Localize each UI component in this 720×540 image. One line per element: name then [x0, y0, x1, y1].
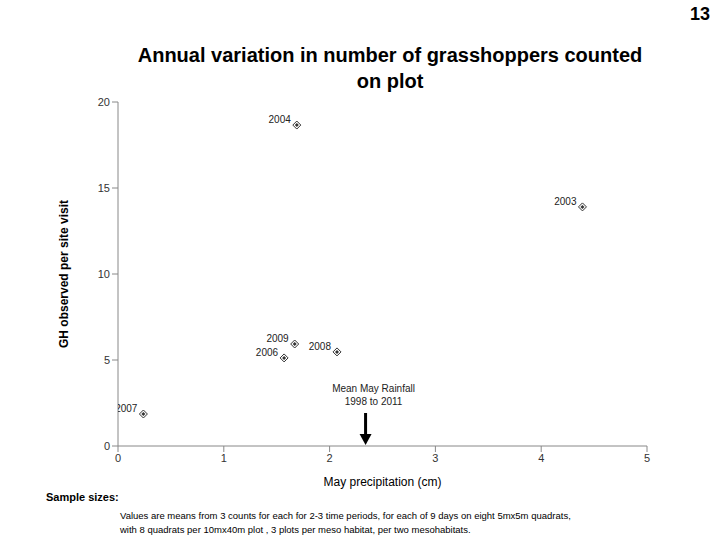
svg-text:1998 to 2011: 1998 to 2011 — [345, 396, 403, 407]
svg-text:2004: 2004 — [269, 114, 292, 125]
svg-text:Mean May Rainfall: Mean May Rainfall — [332, 383, 415, 394]
svg-text:2008: 2008 — [309, 341, 332, 352]
html-text:Sample sizes:: Sample sizes: — [46, 491, 119, 503]
html-text:13: 13 — [690, 4, 710, 24]
html-text:Annual variation in number of: Annual variation in number of grasshoppe… — [137, 44, 643, 66]
html-text:on plot: on plot — [356, 70, 424, 92]
svg-text:2003: 2003 — [554, 196, 577, 207]
svg-text:5: 5 — [104, 354, 110, 366]
svg-text:2006: 2006 — [256, 347, 279, 358]
svg-text:20: 20 — [98, 96, 110, 108]
svg-text:2: 2 — [327, 452, 333, 464]
svg-text:15: 15 — [98, 182, 110, 194]
html-text:with 8 quadrats per 10mx40m pl: with 8 quadrats per 10mx40m plot , 3 plo… — [120, 524, 471, 535]
svg-text:0: 0 — [115, 452, 121, 464]
svg-text:10: 10 — [98, 268, 110, 280]
svg-text:4: 4 — [538, 452, 544, 464]
html-text:GH observed per site visit: GH observed per site visit — [57, 200, 71, 348]
svg-text:2007: 2007 — [118, 403, 138, 414]
svg-text:0: 0 — [104, 440, 110, 452]
svg-text:5: 5 — [644, 452, 650, 464]
html-text:May precipitation (cm): May precipitation (cm) — [323, 475, 442, 489]
html-text:Values are means from 3 counts: Values are means from 3 counts for each … — [120, 510, 571, 521]
svg-text:2009: 2009 — [266, 333, 289, 344]
svg-text:3: 3 — [432, 452, 438, 464]
svg-text:1: 1 — [221, 452, 227, 464]
